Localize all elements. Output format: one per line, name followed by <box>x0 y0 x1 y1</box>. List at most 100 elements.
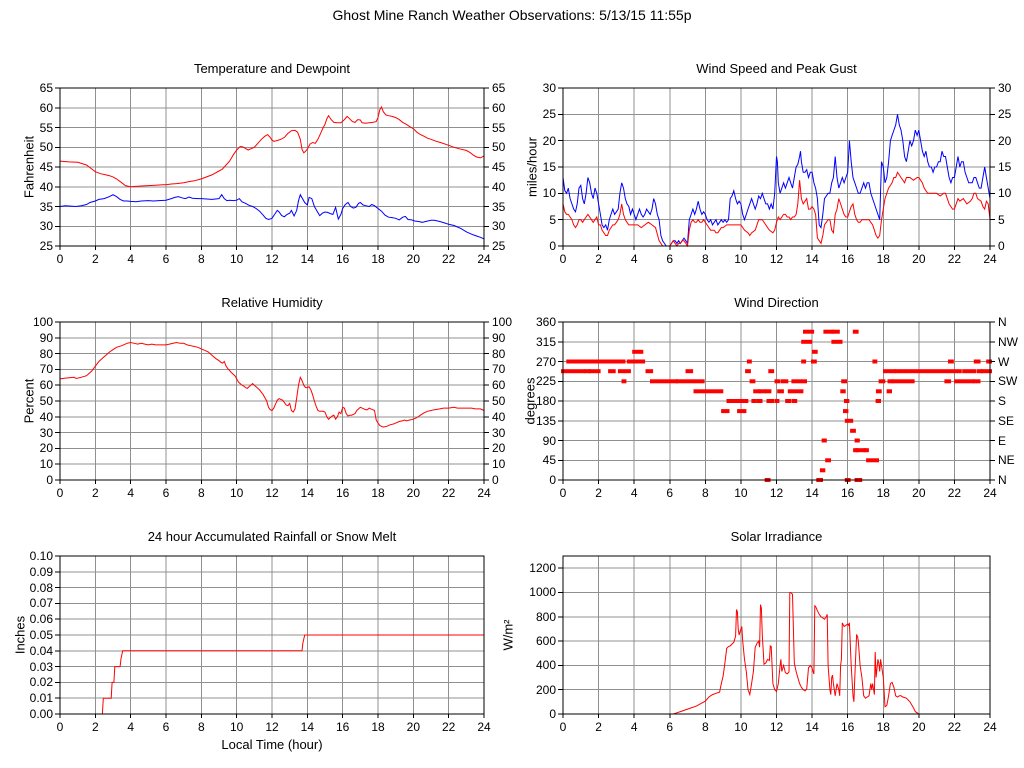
y-tick-label: 60 <box>39 100 53 115</box>
y-tick-label: 0.06 <box>29 612 53 627</box>
x-tick-label: 8 <box>197 486 205 500</box>
x-tick-label: 18 <box>876 486 890 500</box>
x-tick-label: 24 <box>983 486 997 500</box>
wind-speed-gust-plot <box>558 87 995 250</box>
y-tick-label: 40 <box>39 409 53 424</box>
solar-irradiance-plot <box>558 555 991 718</box>
x-tick-label: 18 <box>371 252 385 266</box>
right-tick-label: SW <box>998 374 1018 389</box>
x-tick-label: 16 <box>335 486 350 500</box>
y-tick-label: 5 <box>549 212 556 227</box>
x-tick-label: 10 <box>229 252 244 266</box>
y-tick-label: 0 <box>549 707 556 721</box>
right-tick-label: E <box>998 433 1007 448</box>
right-tick-label: 35 <box>492 199 506 214</box>
y-tick-label: 0.02 <box>29 675 53 690</box>
y-tick-label: 15 <box>542 160 556 174</box>
y-tick-label: 0.05 <box>29 628 53 642</box>
right-tick-label: 30 <box>998 81 1012 95</box>
y-tick-label: 80 <box>39 346 53 361</box>
x-tick-label: 2 <box>595 252 602 266</box>
x-tick-label: 6 <box>666 486 674 500</box>
y-tick-label: 40 <box>39 179 53 194</box>
y-tick-label: 10 <box>39 457 53 472</box>
x-tick-label: 4 <box>630 486 638 500</box>
right-tick-label: N <box>998 473 1007 487</box>
x-tick-label: 6 <box>162 252 170 266</box>
y-tick-label: 20 <box>542 133 556 148</box>
x-tick-label: 12 <box>265 486 279 500</box>
x-tick-label: 4 <box>127 486 134 500</box>
y-tick-label: 0.01 <box>29 691 53 706</box>
x-tick-label: 14 <box>805 252 819 266</box>
x-tick-label: 8 <box>197 720 205 734</box>
right-tick-label: 20 <box>492 441 506 456</box>
x-tick-label: 10 <box>734 252 748 266</box>
x-tick-label: 20 <box>912 720 926 734</box>
y-tick-label: 0.00 <box>29 707 53 721</box>
x-tick-label: 22 <box>947 486 962 500</box>
right-tick-label: 50 <box>492 140 506 155</box>
x-tick-label: 20 <box>912 252 926 266</box>
right-tick-label: 60 <box>492 100 506 115</box>
x-tick-label: 24 <box>983 720 997 734</box>
temperature-dewpoint-plot <box>55 87 489 250</box>
x-tick-label: 10 <box>229 486 244 500</box>
y-tick-label: 25 <box>39 239 53 253</box>
x-tick-label: 22 <box>441 252 456 266</box>
y-tick-label: 90 <box>39 330 53 345</box>
y-tick-label: 0 <box>46 473 53 487</box>
x-tick-label: 24 <box>477 252 491 266</box>
x-tick-label: 14 <box>300 252 314 266</box>
y-tick-label: 70 <box>39 362 53 377</box>
y-tick-label: 600 <box>535 634 556 649</box>
x-tick-label: 10 <box>734 720 748 734</box>
chart-title: Temperature and Dewpoint <box>193 61 351 76</box>
x-tick-label: 20 <box>406 720 420 734</box>
x-tick-label: 0 <box>559 720 567 734</box>
x-tick-label: 8 <box>701 720 709 734</box>
right-tick-label: 90 <box>492 330 506 345</box>
y-tick-label: 0.07 <box>29 596 53 611</box>
right-tick-label: 10 <box>998 186 1012 201</box>
x-tick-label: 0 <box>56 486 64 500</box>
x-axis-label: Local Time (hour) <box>221 737 323 752</box>
x-tick-label: 22 <box>947 252 962 266</box>
chart-title: Solar Irradiance <box>730 529 823 544</box>
y-tick-label: 0.10 <box>29 549 53 563</box>
rainfall-plot <box>55 555 485 718</box>
y-tick-label: 315 <box>535 334 556 349</box>
right-tick-label: 0 <box>492 473 499 487</box>
x-tick-label: 24 <box>477 720 491 734</box>
y-tick-label: 225 <box>535 374 556 389</box>
y-tick-label: 25 <box>542 107 556 122</box>
x-tick-label: 14 <box>300 720 314 734</box>
y-tick-label: 55 <box>39 120 53 135</box>
chart-title: Relative Humidity <box>221 295 323 310</box>
right-tick-label: S <box>998 394 1007 408</box>
x-tick-label: 12 <box>769 252 784 266</box>
right-tick-label: 30 <box>492 219 506 234</box>
x-tick-label: 16 <box>840 720 855 734</box>
y-tick-label: 0.09 <box>29 564 53 579</box>
x-tick-label: 0 <box>559 486 567 500</box>
right-tick-label: 20 <box>998 133 1012 148</box>
y-tick-label: 800 <box>535 609 556 624</box>
y-tick-label: 45 <box>542 453 556 468</box>
x-tick-label: 16 <box>840 486 855 500</box>
chart-title: 24 hour Accumulated Rainfall or Snow Mel… <box>147 529 397 544</box>
x-tick-label: 14 <box>300 486 314 500</box>
x-tick-label: 14 <box>805 720 819 734</box>
right-tick-label: 30 <box>492 425 506 440</box>
right-tick-label: 40 <box>492 179 506 194</box>
y-tick-label: 0.04 <box>29 643 53 658</box>
y-tick-label: 1000 <box>529 585 556 600</box>
y-tick-label: 20 <box>39 441 53 456</box>
x-tick-label: 6 <box>666 720 674 734</box>
right-tick-label: W <box>998 354 1010 369</box>
right-tick-label: 80 <box>492 346 506 361</box>
y-tick-label: 270 <box>535 354 556 369</box>
y-tick-label: 50 <box>39 140 53 155</box>
right-tick-label: 70 <box>492 362 506 377</box>
x-tick-label: 18 <box>371 486 385 500</box>
